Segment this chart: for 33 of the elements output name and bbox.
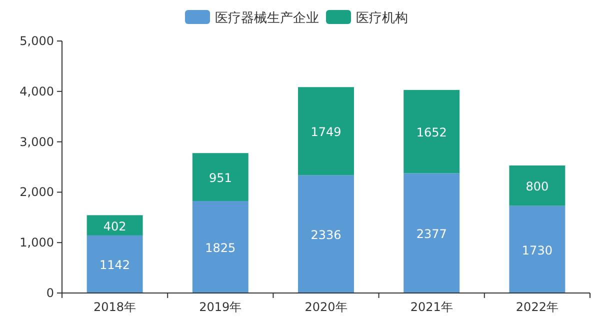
data-label: 1749: [310, 125, 342, 140]
data-label: 800: [526, 180, 549, 194]
data-label: 1825: [205, 241, 236, 256]
bar: [192, 153, 248, 202]
data-label: 1730: [522, 243, 552, 258]
bar: [86, 235, 143, 293]
bar: [86, 215, 143, 236]
x-tick-label: 2020年: [304, 300, 348, 314]
legend-label: 医疗机构: [356, 11, 408, 26]
y-tick-label: 5,000: [20, 34, 54, 48]
x-tick-label: 2021年: [410, 300, 453, 314]
bar: [298, 87, 354, 176]
x-tick-label: 2019年: [199, 300, 242, 314]
bar: [192, 201, 248, 293]
data-label: 2336: [310, 228, 342, 242]
bar: [509, 165, 566, 206]
bar: [298, 175, 354, 293]
bar: [404, 90, 460, 174]
y-tick-label: 3,000: [20, 134, 54, 149]
x-tick-label: 2022年: [516, 300, 558, 314]
bar: [404, 173, 460, 293]
y-tick-label: 1,000: [20, 236, 54, 250]
bar: [509, 206, 566, 293]
y-tick-label: 4,000: [20, 84, 54, 98]
data-label: 402: [103, 219, 126, 234]
x-tick-label: 2018年: [94, 300, 136, 314]
data-label: 2377: [416, 227, 447, 242]
data-label: 1142: [100, 258, 130, 272]
data-label: 1652: [416, 126, 447, 140]
legend-label: 医疗器械生产企业: [215, 11, 319, 26]
data-label: 951: [208, 171, 232, 186]
y-tick-label: 2,000: [20, 185, 54, 200]
y-tick-label: 0: [46, 286, 54, 300]
